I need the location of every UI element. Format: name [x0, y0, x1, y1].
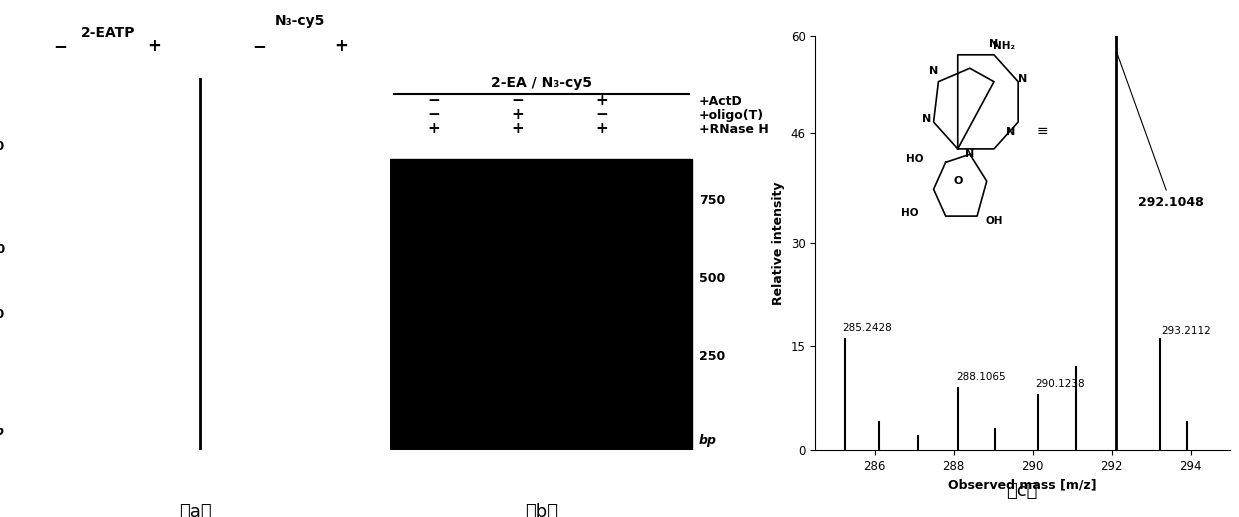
Text: 400: 400	[0, 140, 5, 153]
Text: −: −	[595, 107, 608, 122]
Text: 2-EATP: 2-EATP	[81, 26, 135, 40]
Text: N: N	[990, 39, 999, 49]
Text: N: N	[929, 66, 938, 75]
Text: +oligo(T): +oligo(T)	[699, 109, 764, 122]
Text: 290.1238: 290.1238	[1036, 379, 1085, 389]
Text: +: +	[595, 120, 608, 135]
Text: N₃-cy5: N₃-cy5	[275, 14, 326, 28]
Text: +: +	[595, 94, 608, 109]
Text: 293.2112: 293.2112	[1162, 326, 1212, 336]
Text: −: −	[427, 94, 440, 109]
Text: NH₂: NH₂	[992, 41, 1015, 51]
Text: −: −	[427, 107, 440, 122]
Text: 200: 200	[0, 242, 5, 255]
Text: N: N	[922, 114, 930, 124]
Text: +ActD: +ActD	[699, 96, 742, 109]
Text: −: −	[512, 94, 524, 109]
Text: ≡: ≡	[1037, 125, 1048, 139]
Text: −: −	[53, 38, 67, 55]
Text: 500: 500	[699, 272, 725, 285]
Text: bp: bp	[699, 434, 717, 447]
Text: （b）: （b）	[525, 503, 558, 517]
X-axis label: Observed mass [m/z]: Observed mass [m/z]	[949, 478, 1097, 491]
Text: 2-EA / N₃-cy5: 2-EA / N₃-cy5	[491, 76, 592, 90]
Text: N: N	[1018, 74, 1027, 84]
Text: 100: 100	[0, 308, 5, 321]
Text: N: N	[1006, 128, 1016, 138]
Text: 288.1065: 288.1065	[955, 372, 1006, 382]
Text: 285.2428: 285.2428	[843, 323, 892, 332]
Text: OH: OH	[985, 216, 1002, 226]
Text: +: +	[427, 120, 440, 135]
Y-axis label: Relative intensity: Relative intensity	[772, 181, 786, 305]
Bar	[390, 159, 693, 450]
Text: −: −	[253, 38, 266, 55]
Text: O: O	[953, 176, 963, 186]
Text: +: +	[335, 38, 348, 55]
Text: +: +	[512, 107, 524, 122]
Text: （a）: （a）	[178, 503, 212, 517]
Text: N: N	[965, 149, 974, 159]
Text: +: +	[512, 120, 524, 135]
Text: （c）: （c）	[1006, 482, 1038, 500]
Text: 292.1048: 292.1048	[1116, 53, 1203, 208]
Text: HO: HO	[901, 208, 918, 218]
Text: +: +	[147, 38, 161, 55]
Text: 250: 250	[699, 351, 725, 363]
Text: +RNase H: +RNase H	[699, 123, 768, 135]
Text: 750: 750	[699, 194, 725, 207]
Text: bp: bp	[0, 425, 5, 438]
Text: HO: HO	[906, 155, 923, 164]
